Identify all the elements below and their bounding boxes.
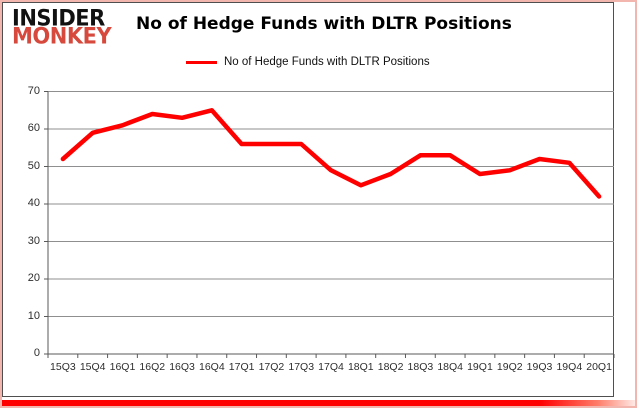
x-axis-tick-label: 18Q2 <box>377 361 404 373</box>
bottom-red-bar <box>2 400 635 406</box>
x-axis-tick-label: 19Q1 <box>467 361 493 373</box>
x-axis-tick-label: 16Q4 <box>198 361 225 373</box>
x-axis-tick-label: 18Q1 <box>347 361 374 373</box>
x-axis-tick-label: 17Q2 <box>258 361 285 373</box>
logo-text-monkey: MONKEY <box>12 23 112 50</box>
x-axis-tick-label: 17Q3 <box>288 361 315 373</box>
y-axis-tick-label: 70 <box>27 84 40 97</box>
x-axis-tick-label: 16Q1 <box>109 361 136 373</box>
x-axis-tick-label: 16Q2 <box>139 361 166 373</box>
series-line <box>60 108 602 199</box>
x-axis-tick-label: 15Q4 <box>79 361 106 373</box>
y-axis-tick-label: 40 <box>27 197 40 209</box>
x-axis-tick-label: 20Q1 <box>586 361 612 373</box>
y-axis-tick-label: 10 <box>27 309 40 322</box>
x-axis-tick-label: 17Q4 <box>318 361 344 373</box>
insider-monkey-logo: INSIDER MONKEY <box>12 5 112 50</box>
y-axis-tick-label: 0 <box>33 347 40 359</box>
legend-label: No of Hedge Funds with DLTR Positions <box>224 56 430 68</box>
x-axis-tick-label: 17Q1 <box>228 361 255 373</box>
x-axis-tick-label: 19Q2 <box>496 361 523 373</box>
y-axis-tick-label: 30 <box>27 234 40 247</box>
x-axis-tick-label: 19Q4 <box>556 361 583 373</box>
x-axis-tick-label: 16Q3 <box>169 361 195 373</box>
x-axis-tick-label: 15Q3 <box>50 361 76 373</box>
chart-title: No of Hedge Funds with DLTR Positions <box>136 14 512 34</box>
y-axis-tick-label: 60 <box>27 122 40 134</box>
x-axis-tick-label: 18Q4 <box>437 361 463 373</box>
y-axis-tick-label: 20 <box>27 272 40 284</box>
legend-line-swatch <box>186 60 217 64</box>
y-axis-tick-label: 50 <box>27 159 40 172</box>
logo-text-insider: INSIDER <box>12 5 105 31</box>
x-axis-tick-label: 19Q3 <box>526 361 553 373</box>
x-axis-tick-label: 18Q3 <box>407 361 434 373</box>
legend: No of Hedge Funds with DLTR Positions <box>186 56 430 68</box>
